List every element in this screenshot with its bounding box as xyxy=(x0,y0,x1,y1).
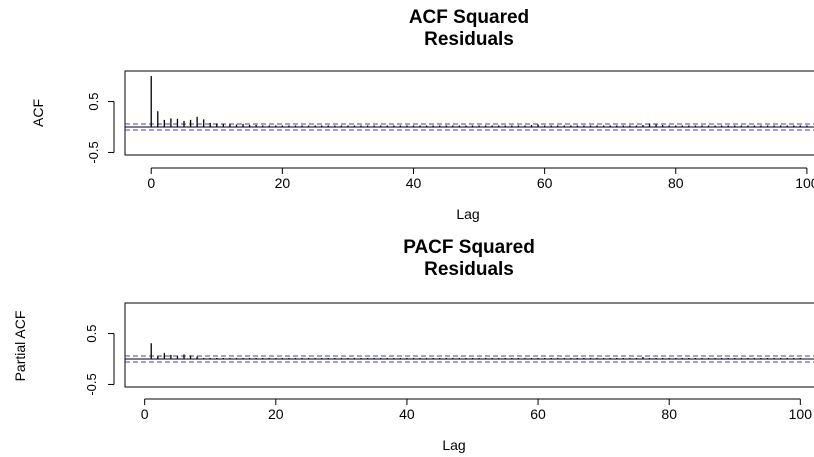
pacf-y-tick-label: -0.5 xyxy=(84,373,99,395)
acf-x-tick-label: 80 xyxy=(668,175,684,191)
acf-x-ticks: 0 20 40 60 80 100 xyxy=(147,168,814,191)
acf-x-label: Lag xyxy=(456,206,479,222)
pacf-x-tick-label: 100 xyxy=(789,406,813,422)
acf-y-tick-label: -0.5 xyxy=(86,141,101,163)
pacf-plot-frame xyxy=(124,302,814,388)
acf-x-tick-label: 60 xyxy=(537,175,553,191)
acf-y-tick-label: 0.5 xyxy=(86,93,101,111)
pacf-y-tick-label: 0.5 xyxy=(84,325,99,343)
pacf-x-tick-label: 80 xyxy=(661,406,677,422)
acf-y-label: ACF xyxy=(30,99,46,127)
pacf-panel: PACF Squared Residuals 0 20 40 60 80 100 -0.5… xyxy=(12,237,814,453)
acf-x-tick-label: 0 xyxy=(147,175,155,191)
acf-plot-frame xyxy=(124,70,814,156)
pacf-y-ticks: -0.5 0.5 xyxy=(84,325,114,396)
pacf-x-label: Lag xyxy=(442,437,465,453)
acf-title-line1: ACF Squared xyxy=(409,7,529,28)
pacf-title-line2: Residuals xyxy=(424,259,514,280)
pacf-bars xyxy=(150,343,801,359)
pacf-x-tick-label: 0 xyxy=(141,406,149,422)
pacf-x-tick-label: 20 xyxy=(268,406,284,422)
acf-x-tick-label: 20 xyxy=(275,175,291,191)
pacf-confidence-band xyxy=(125,355,814,363)
acf-y-ticks: -0.5 0.5 xyxy=(86,93,114,164)
pacf-x-ticks: 0 20 40 60 80 100 xyxy=(141,399,812,422)
pacf-x-tick-label: 40 xyxy=(399,406,415,422)
acf-title-line2: Residuals xyxy=(424,29,514,50)
acf-x-tick-label: 40 xyxy=(406,175,422,191)
pacf-y-label: Partial ACF xyxy=(12,311,28,382)
acf-confidence-band xyxy=(125,123,814,131)
acf-panel: ACF Squared Residuals 0 20 40 60 80 100 -0.5 0… xyxy=(30,7,814,222)
pacf-x-tick-label: 60 xyxy=(530,406,546,422)
pacf-title-line1: PACF Squared xyxy=(403,237,535,258)
acf-x-tick-label: 100 xyxy=(795,175,814,191)
acf-bars xyxy=(150,76,808,127)
